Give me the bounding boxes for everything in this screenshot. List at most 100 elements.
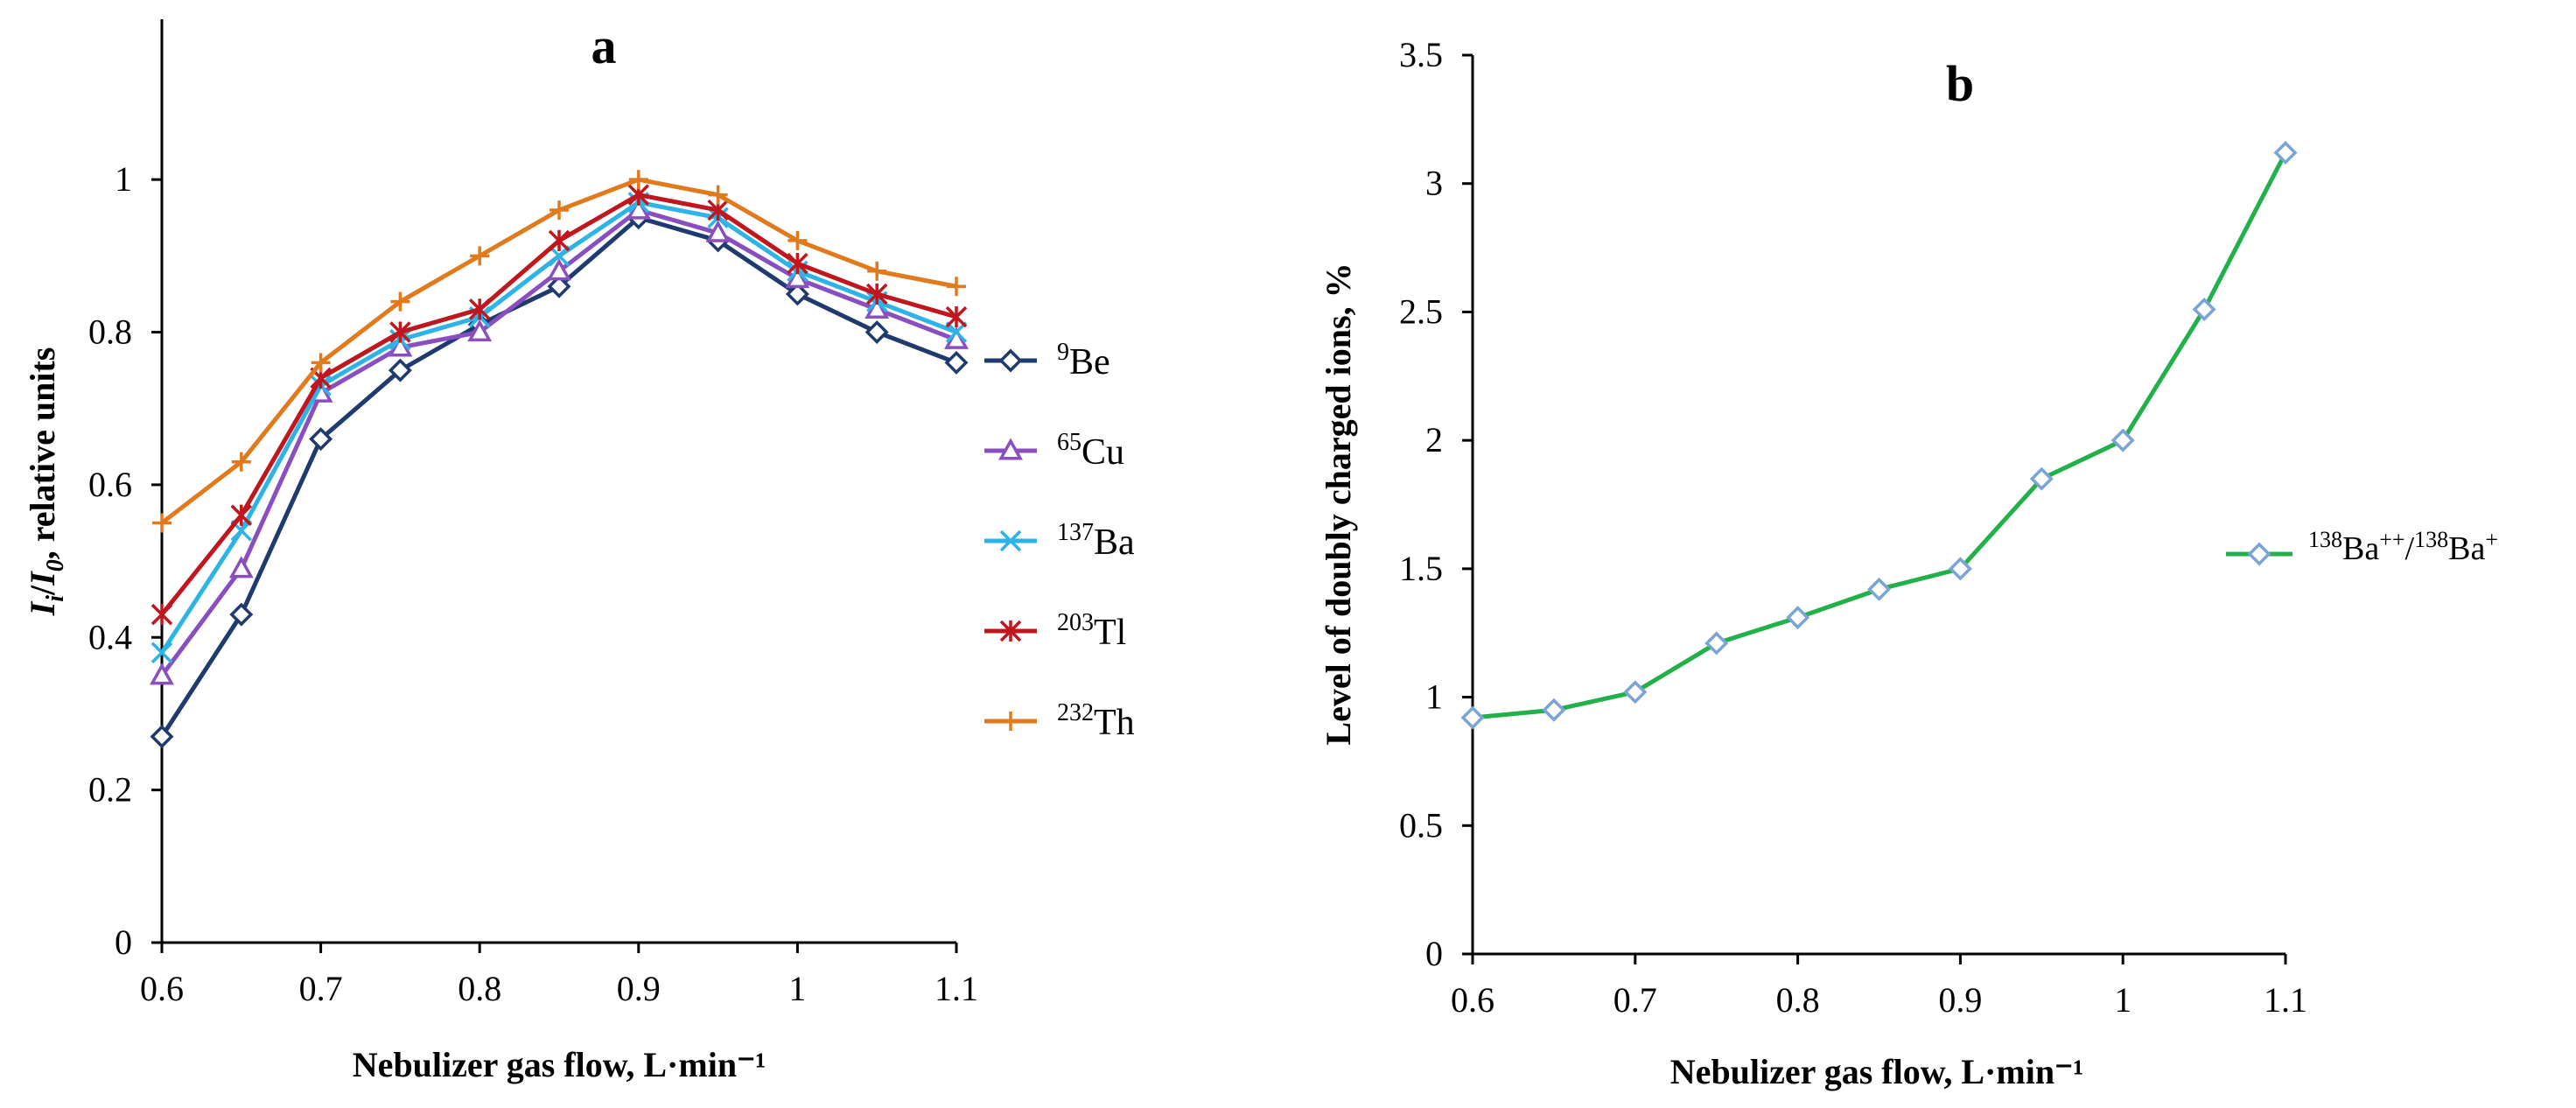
panel-a-title: a bbox=[592, 18, 617, 74]
panel-b-point-ba-ba- bbox=[1786, 606, 1810, 630]
panel-b-y-tick-label: 3 bbox=[1425, 164, 1443, 203]
panel-b-point-ba-ba- bbox=[1867, 577, 1891, 601]
panel-b-legend: 138Ba++/138Ba+ bbox=[2226, 527, 2498, 567]
legend-label-be: 9Be bbox=[1057, 339, 1110, 382]
legend-item-cu: 65Cu bbox=[984, 429, 1124, 473]
panel-b-y-tick-label: 2 bbox=[1425, 420, 1443, 459]
legend-label-th: 232Th bbox=[1057, 699, 1135, 743]
legend-item-th: 232Th bbox=[984, 699, 1135, 743]
panel-a-point-be bbox=[309, 427, 333, 452]
panel-a-point-tl bbox=[787, 252, 808, 275]
panel-b-x-tick-label: 0.8 bbox=[1776, 980, 1820, 1020]
panel-b-x-tick-label: 0.9 bbox=[1938, 980, 1982, 1020]
panel-a-point-be bbox=[547, 274, 571, 298]
panel-a-y-tick-label: 0.8 bbox=[88, 312, 132, 352]
panel-b-y-axis-title: Level of doubly charged ions, % bbox=[1319, 263, 1358, 745]
panel-a-x-tick-label: 0.8 bbox=[458, 969, 501, 1008]
panel-b-x-tick-label: 0.7 bbox=[1614, 980, 1657, 1020]
panel-a-point-th bbox=[867, 261, 887, 281]
panel-a-point-cu bbox=[467, 319, 493, 342]
panel-a-point-th bbox=[628, 170, 648, 190]
panel-b-point-ba-ba- bbox=[2029, 466, 2054, 491]
panel-b-point-ba-ba- bbox=[1623, 680, 1648, 705]
legend-label-cu: 65Cu bbox=[1057, 429, 1124, 473]
panel-a-point-th bbox=[708, 185, 728, 205]
panel-a-point-tl bbox=[150, 603, 173, 626]
legend-item-tl: 203Tl bbox=[984, 609, 1126, 653]
panel-a-y-tick-label: 1 bbox=[115, 159, 132, 199]
panel-b-series-line-ba-ba- bbox=[1472, 151, 2288, 720]
panel-a-point-th bbox=[311, 353, 331, 373]
panel-a-y-tick-label: 0 bbox=[115, 922, 132, 962]
panel-a-point-ba bbox=[945, 321, 968, 343]
legend-marker-be bbox=[998, 348, 1023, 373]
panel-b-y-tick-label: 0.5 bbox=[1399, 805, 1443, 845]
panel-a-point-cu bbox=[150, 663, 174, 685]
panel-a-point-tl bbox=[468, 298, 491, 320]
panel-a-point-be bbox=[150, 725, 174, 749]
panel-b-x-tick-label: 0.6 bbox=[1451, 980, 1494, 1020]
panel-a-point-ba bbox=[548, 245, 570, 267]
panel-a-point-be bbox=[229, 602, 254, 627]
panel-a-point-tl bbox=[865, 283, 888, 305]
panel-b-chart: 0 0.5 1 1.5 2 2.5 3 3.5 0.6 0.7 0.8 0.9 1 1.1 b Nebul… bbox=[1319, 35, 2498, 1091]
panel-a-point-be bbox=[864, 320, 889, 345]
panel-a-y-axis-title: Ii/I0, relative units bbox=[23, 347, 69, 617]
legend-label-ba-ratio: 138Ba++/138Ba+ bbox=[2308, 527, 2498, 567]
panel-a-x-tick-label: 0.6 bbox=[140, 969, 184, 1008]
panel-a-x-tick-label: 0.7 bbox=[299, 969, 343, 1008]
legend-item-ba-ratio: 138Ba++/138Ba+ bbox=[2226, 527, 2498, 567]
panel-a-point-tl bbox=[230, 504, 253, 527]
panel-a-point-be bbox=[388, 358, 412, 382]
panel-b-x-tick-label: 1.1 bbox=[2264, 980, 2307, 1020]
panel-a-point-cu bbox=[228, 556, 254, 579]
panel-a-point-th bbox=[390, 291, 410, 312]
panel-a-point-th bbox=[470, 246, 490, 266]
panel-b-y-tick-label: 3.5 bbox=[1399, 35, 1443, 74]
panel-a-x-tick-label: 1.1 bbox=[934, 969, 978, 1008]
panel-b-x-axis-title: Nebulizer gas flow, L·min⁻¹ bbox=[1670, 1052, 2083, 1091]
panel-a-point-tl bbox=[389, 321, 411, 343]
panel-a-point-be bbox=[785, 282, 809, 306]
panel-a-point-be bbox=[944, 350, 969, 375]
panel-b-point-ba-ba- bbox=[1704, 631, 1729, 656]
panel-b-point-ba-ba- bbox=[1948, 557, 1972, 581]
panel-b-point-ba-ba- bbox=[2273, 141, 2298, 165]
panel-b-y-tick-label: 0 bbox=[1425, 934, 1443, 973]
panel-a-chart: 0 0.2 0.4 0.6 0.8 1 0.6 0.7 0.8 0.9 1 1.1 a Nebuliz… bbox=[23, 18, 1135, 1084]
legend-label-ba: 137Ba bbox=[1057, 519, 1135, 563]
panel-b-title: b bbox=[1946, 55, 1974, 112]
panel-a-x-tick-label: 0.9 bbox=[617, 969, 661, 1008]
legend-item-be: 9Be bbox=[984, 339, 1110, 382]
panel-a-point-th bbox=[152, 513, 172, 533]
legend-item-ba: 137Ba bbox=[984, 519, 1135, 563]
panel-b-y-tick-label: 1.5 bbox=[1399, 549, 1443, 588]
panel-b-point-ba-ba- bbox=[2110, 428, 2135, 452]
panel-b-y-tick-label: 1 bbox=[1425, 677, 1443, 717]
panel-b-y-tick-label: 2.5 bbox=[1399, 291, 1443, 331]
panel-a-legend: 9Be 65Cu 137Ba 203Tl 232Th bbox=[984, 339, 1135, 743]
legend-label-tl: 203Tl bbox=[1057, 609, 1126, 653]
legend-marker-cu bbox=[998, 438, 1023, 460]
panel-b-x-tick-label: 1 bbox=[2114, 980, 2132, 1020]
panel-a-x-tick-label: 1 bbox=[788, 969, 806, 1008]
panel-a-point-th bbox=[550, 200, 569, 221]
panel-a-y-tick-label: 0.2 bbox=[88, 770, 132, 810]
panel-a-point-th bbox=[231, 452, 251, 472]
panel-a-point-th bbox=[947, 277, 966, 297]
legend-marker-th bbox=[1001, 712, 1020, 731]
panel-b-point-ba-ba- bbox=[1542, 698, 1566, 722]
legend-marker-ba-ratio bbox=[2247, 542, 2272, 566]
panel-b-point-ba-ba- bbox=[2192, 298, 2216, 321]
panel-a-point-cu bbox=[705, 220, 731, 242]
panel-a-point-cu bbox=[547, 258, 571, 281]
panel-a-x-axis-title: Nebulizer gas flow, L·min⁻¹ bbox=[353, 1045, 766, 1084]
panel-a-point-tl bbox=[945, 305, 968, 328]
panel-a-point-ba bbox=[150, 642, 173, 663]
panel-a-point-tl bbox=[548, 229, 570, 252]
panel-a-point-th bbox=[788, 230, 808, 250]
legend-marker-ba bbox=[999, 529, 1022, 552]
panel-a-y-tick-label: 0.6 bbox=[88, 465, 132, 504]
legend-marker-tl bbox=[999, 620, 1022, 642]
